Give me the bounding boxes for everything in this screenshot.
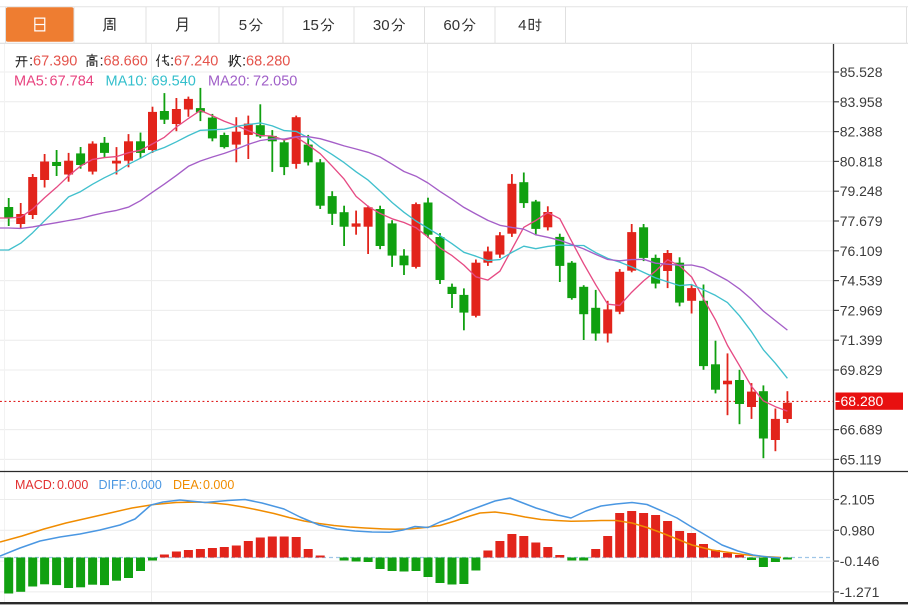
- svg-text:79.248: 79.248: [840, 183, 883, 199]
- svg-text:5: 5: [239, 17, 247, 34]
- svg-text:DIFF:: DIFF:: [99, 478, 130, 492]
- svg-text:68.280: 68.280: [246, 54, 290, 70]
- svg-text:77.679: 77.679: [840, 213, 883, 229]
- svg-text:0.000: 0.000: [203, 478, 234, 492]
- svg-text:MA5:: MA5:: [14, 73, 48, 89]
- svg-text:MA20:: MA20:: [208, 73, 250, 89]
- svg-text:0.980: 0.980: [840, 522, 875, 538]
- svg-text:72.969: 72.969: [840, 302, 883, 318]
- svg-text:67.784: 67.784: [50, 73, 94, 89]
- svg-text:DEA:: DEA:: [173, 478, 202, 492]
- svg-text:65.119: 65.119: [840, 451, 882, 467]
- svg-text:MA10:: MA10:: [106, 73, 148, 89]
- svg-text:76.109: 76.109: [840, 243, 883, 259]
- svg-text:0.000: 0.000: [131, 478, 162, 492]
- svg-text:15: 15: [302, 17, 319, 34]
- svg-text:-0.146: -0.146: [840, 553, 880, 569]
- svg-text:-1.271: -1.271: [840, 584, 880, 600]
- svg-text:30: 30: [373, 17, 390, 34]
- svg-text:2.105: 2.105: [840, 492, 875, 508]
- svg-text:68.280: 68.280: [841, 393, 884, 409]
- svg-text:80.818: 80.818: [840, 153, 883, 169]
- svg-text:72.050: 72.050: [253, 73, 297, 89]
- svg-text:82.388: 82.388: [840, 124, 883, 140]
- svg-text::: :: [170, 53, 174, 70]
- svg-text:69.829: 69.829: [840, 362, 883, 378]
- svg-text::: :: [242, 53, 246, 70]
- svg-text:85.528: 85.528: [840, 64, 883, 80]
- svg-text:68.660: 68.660: [104, 54, 148, 70]
- svg-text:4: 4: [518, 17, 526, 34]
- svg-text:74.539: 74.539: [840, 273, 883, 289]
- svg-text:MACD:: MACD:: [15, 478, 55, 492]
- svg-text:67.390: 67.390: [33, 54, 77, 70]
- svg-text:66.689: 66.689: [840, 422, 883, 438]
- svg-text:71.399: 71.399: [840, 332, 883, 348]
- svg-text:69.540: 69.540: [152, 73, 196, 89]
- svg-text::: :: [29, 53, 33, 70]
- svg-text:67.240: 67.240: [174, 54, 218, 70]
- svg-text:60: 60: [443, 17, 460, 34]
- svg-text:0.000: 0.000: [57, 478, 88, 492]
- svg-text:83.958: 83.958: [840, 94, 883, 110]
- svg-text::: :: [100, 53, 104, 70]
